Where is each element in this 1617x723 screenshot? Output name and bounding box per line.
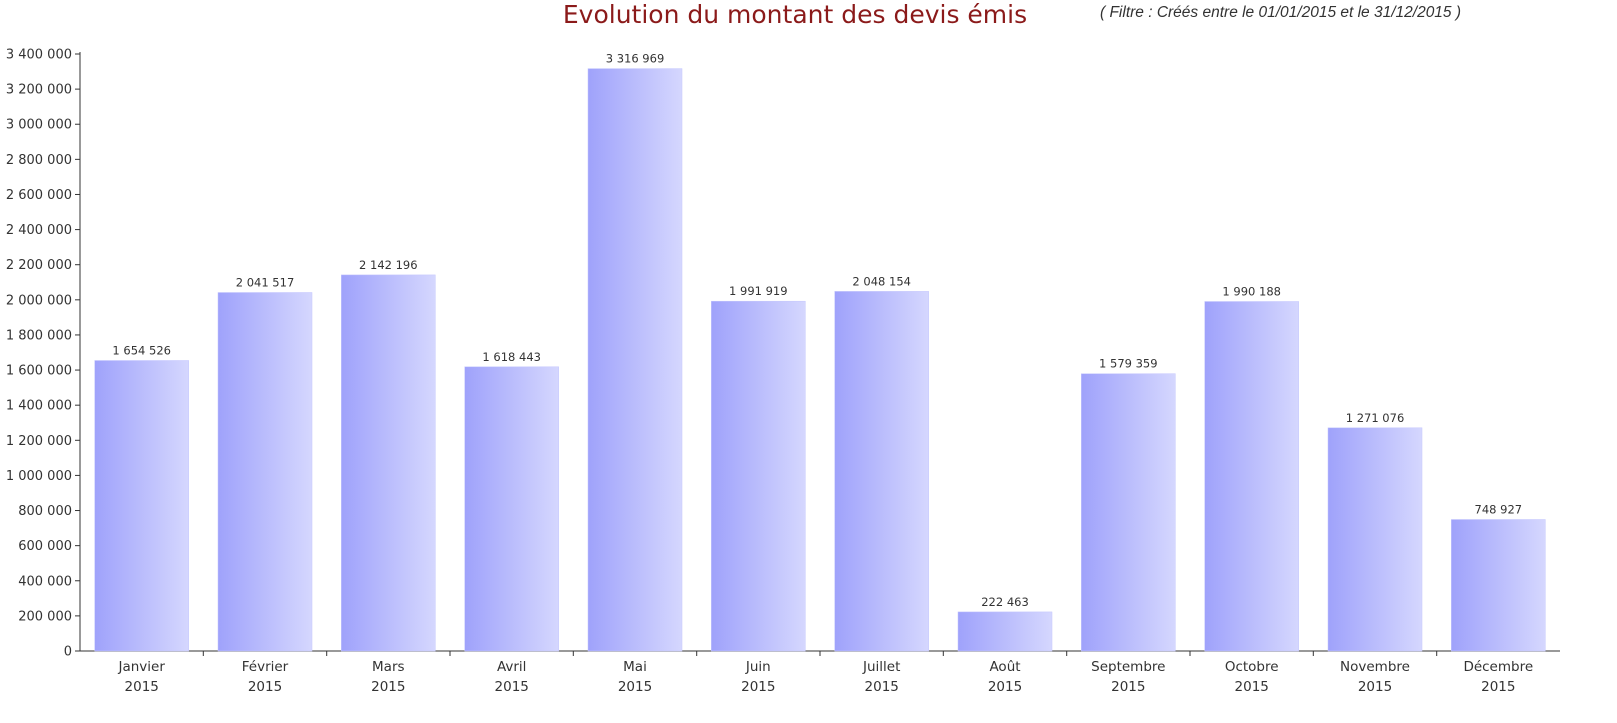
x-tick-year-label: 2015 bbox=[495, 679, 529, 695]
x-tick-label: Avril bbox=[497, 659, 527, 675]
x-tick-label: Janvier bbox=[117, 659, 165, 675]
data-label: 748 927 bbox=[1475, 503, 1523, 517]
bar bbox=[217, 292, 313, 652]
filter-caption: ( Filtre : Créés entre le 01/01/2015 et … bbox=[1100, 4, 1462, 21]
x-tick-label: Février bbox=[242, 659, 289, 675]
bar bbox=[834, 291, 929, 652]
bar bbox=[94, 360, 189, 652]
x-tick-year-label: 2015 bbox=[125, 679, 159, 695]
data-label: 1 654 526 bbox=[112, 344, 171, 358]
y-tick-label: 2 800 000 bbox=[6, 153, 72, 168]
bar bbox=[1081, 373, 1176, 652]
bar bbox=[1327, 427, 1423, 652]
data-label: 2 041 517 bbox=[236, 276, 295, 290]
x-tick-year-label: 2015 bbox=[1358, 679, 1392, 695]
x-tick-label: Juin bbox=[745, 659, 771, 675]
y-tick-label: 1 200 000 bbox=[6, 434, 72, 449]
x-tick-year-label: 2015 bbox=[371, 679, 405, 695]
x-tick-label: Août bbox=[989, 659, 1020, 675]
bar bbox=[711, 300, 806, 652]
data-label: 3 316 969 bbox=[606, 52, 665, 66]
x-tick-label: Juillet bbox=[862, 659, 900, 675]
y-tick-label: 800 000 bbox=[18, 504, 72, 519]
x-tick-label: Octobre bbox=[1225, 659, 1279, 675]
y-tick-label: 1 000 000 bbox=[6, 469, 72, 484]
x-tick-year-label: 2015 bbox=[618, 679, 652, 695]
x-tick-year-label: 2015 bbox=[988, 679, 1022, 695]
data-label: 2 048 154 bbox=[852, 274, 911, 288]
axes bbox=[75, 52, 1560, 656]
bar bbox=[587, 68, 683, 652]
y-tick-label: 2 600 000 bbox=[6, 188, 72, 203]
x-tick-label: Décembre bbox=[1463, 659, 1533, 675]
y-tick-label: 400 000 bbox=[18, 574, 72, 589]
data-label: 2 142 196 bbox=[359, 258, 418, 272]
x-tick-year-label: 2015 bbox=[1481, 679, 1515, 695]
data-label: 222 463 bbox=[981, 595, 1029, 609]
y-tick-label: 2 000 000 bbox=[6, 293, 72, 308]
bar bbox=[957, 611, 1053, 652]
y-tick-label: 2 400 000 bbox=[6, 223, 72, 238]
y-tick-label: 600 000 bbox=[18, 539, 72, 554]
data-label: 1 618 443 bbox=[482, 350, 541, 364]
x-tick-label: Septembre bbox=[1091, 659, 1165, 675]
y-tick-label: 3 400 000 bbox=[6, 48, 72, 63]
y-tick-label: 0 bbox=[64, 645, 72, 660]
bar bbox=[464, 366, 559, 652]
y-tick-label: 3 000 000 bbox=[6, 118, 72, 133]
data-label: 1 271 076 bbox=[1346, 411, 1405, 425]
x-tick-label: Mai bbox=[623, 659, 647, 675]
y-tick-label: 1 400 000 bbox=[6, 399, 72, 414]
y-tick-label: 3 200 000 bbox=[6, 83, 72, 98]
y-tick-label: 2 200 000 bbox=[6, 258, 72, 273]
data-label: 1 991 919 bbox=[729, 284, 788, 298]
y-tick-label: 1 800 000 bbox=[6, 328, 72, 343]
x-tick-year-label: 2015 bbox=[1111, 679, 1145, 695]
y-tick-label: 1 600 000 bbox=[6, 364, 72, 379]
bar bbox=[1204, 301, 1299, 652]
x-tick-year-label: 2015 bbox=[865, 679, 899, 695]
bar bbox=[1451, 519, 1546, 652]
bar bbox=[341, 274, 436, 652]
x-tick-label: Mars bbox=[372, 659, 405, 675]
bars-group bbox=[94, 68, 1546, 652]
x-tick-year-label: 2015 bbox=[1235, 679, 1269, 695]
x-tick-label: Novembre bbox=[1340, 659, 1410, 675]
data-label: 1 990 188 bbox=[1222, 285, 1281, 299]
labels-group: 0 200 000 400 000 600 000 800 000 1 000 000 1 … bbox=[6, 48, 1533, 696]
data-label: 1 579 359 bbox=[1099, 357, 1158, 371]
y-tick-label: 200 000 bbox=[18, 609, 72, 624]
x-tick-year-label: 2015 bbox=[741, 679, 775, 695]
x-tick-year-label: 2015 bbox=[248, 679, 282, 695]
chart-title: Evolution du montant des devis émis bbox=[562, 0, 1028, 29]
